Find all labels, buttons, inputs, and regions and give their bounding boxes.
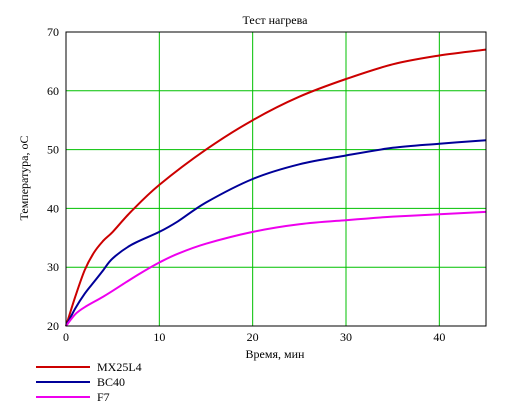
legend-label-1: BC40 xyxy=(97,375,125,389)
x-tick-labels: 0 10 20 30 40 xyxy=(63,330,445,344)
x-axis-title: Время, мин xyxy=(246,347,305,361)
series-line-1 xyxy=(65,139,487,327)
chart-title: Тест нагрева xyxy=(243,13,309,27)
y-tick-labels: 20 30 40 50 60 70 xyxy=(47,25,59,333)
y-tick-label-3: 50 xyxy=(47,143,59,157)
x-tick-label-1: 10 xyxy=(153,330,165,344)
y-axis-title: Температура, оС xyxy=(17,136,31,221)
y-tick-label-4: 60 xyxy=(47,84,59,98)
series-line-0 xyxy=(65,48,487,327)
x-tick-label-2: 20 xyxy=(247,330,259,344)
y-tick-label-0: 20 xyxy=(47,319,59,333)
y-tick-label-1: 30 xyxy=(47,260,59,274)
grid xyxy=(65,31,486,327)
legend-label-2: F7 xyxy=(97,390,110,404)
y-tick-label-5: 70 xyxy=(47,25,59,39)
y-tick-label-2: 40 xyxy=(47,201,59,215)
series-line-2 xyxy=(65,210,487,327)
x-tick-label-3: 30 xyxy=(340,330,352,344)
legend-label-0: MX25L4 xyxy=(97,360,142,374)
plot-lines xyxy=(65,48,487,327)
x-tick-label-0: 0 xyxy=(63,330,69,344)
plot-frame xyxy=(65,31,487,327)
x-tick-label-4: 40 xyxy=(433,330,445,344)
